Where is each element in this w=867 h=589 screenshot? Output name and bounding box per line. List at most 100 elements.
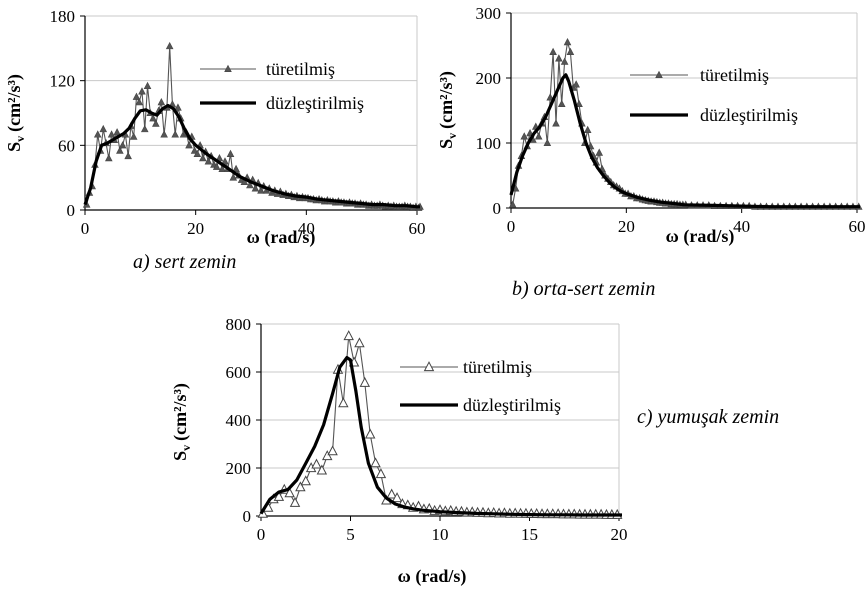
legend-label: düzleştirilmiş <box>700 105 798 125</box>
data-point <box>583 125 592 133</box>
data-point <box>104 154 113 162</box>
data-point <box>124 151 132 160</box>
data-point <box>160 130 168 138</box>
y-tick-label: 600 <box>226 363 252 382</box>
data-point <box>595 148 604 156</box>
data-point <box>93 130 102 138</box>
series-line-turetilmis <box>262 335 618 516</box>
series-line-duzlestirilmis <box>259 356 622 517</box>
y-tick-label: 800 <box>226 315 252 334</box>
y-tick-label: 200 <box>226 459 252 478</box>
data-point <box>246 180 254 189</box>
series-line-turetilmis <box>512 41 859 208</box>
data-point <box>300 475 311 486</box>
y-tick-label: 0 <box>67 201 76 220</box>
y-tick-label: 300 <box>476 4 502 23</box>
data-point <box>135 97 144 106</box>
data-point <box>575 99 583 107</box>
x-tick-label: 20 <box>611 525 628 544</box>
legend-label: türetilmiş <box>463 357 532 377</box>
data-point <box>107 130 116 138</box>
data-point <box>560 57 569 65</box>
legend-label: türetilmiş <box>700 65 769 85</box>
data-point <box>386 488 397 499</box>
x-tick-label: 0 <box>507 217 516 236</box>
data-point <box>316 464 328 475</box>
x-tick-label: 20 <box>187 219 204 238</box>
x-axis-label: ω (rad/s) <box>666 226 735 247</box>
x-tick-label: 20 <box>618 217 635 236</box>
legend-marker <box>423 361 435 372</box>
data-point <box>240 177 249 185</box>
data-point <box>165 41 174 50</box>
data-point <box>273 490 285 501</box>
y-axis-label: Sv(cm²/s³) <box>170 383 193 461</box>
data-point <box>118 141 127 149</box>
data-point <box>226 149 235 157</box>
y-tick-label: 180 <box>50 7 76 26</box>
data-point <box>391 492 403 503</box>
data-point <box>193 149 202 157</box>
y-tick-label: 400 <box>226 411 252 430</box>
data-point <box>520 132 529 140</box>
data-point <box>354 337 365 348</box>
data-point <box>295 481 306 492</box>
y-tick-label: 100 <box>476 134 502 153</box>
legend-label: düzleştirilmiş <box>266 93 364 113</box>
data-point <box>229 173 238 181</box>
chart-caption: c) yumuşak zemin <box>637 406 779 428</box>
y-axis-label: Sv(cm²/s³) <box>4 74 27 152</box>
data-point <box>322 450 333 461</box>
data-point <box>152 119 160 127</box>
x-tick-label: 0 <box>81 219 90 238</box>
data-point <box>549 47 557 56</box>
data-point <box>174 103 182 111</box>
legend-label: düzleştirilmiş <box>463 395 561 415</box>
y-tick-label: 0 <box>243 507 252 526</box>
data-point <box>546 93 555 101</box>
data-point <box>572 80 580 88</box>
x-tick-label: 10 <box>432 525 449 544</box>
chart-a-sert-zemin: 0 20 40 60 0 60 120 180 ω (rad/s) Sv(cm²/s³) türet… <box>4 7 426 273</box>
legend-label: türetilmiş <box>266 59 335 79</box>
data-point <box>552 119 560 127</box>
data-point <box>327 445 338 456</box>
data-point <box>364 428 376 439</box>
data-point <box>338 397 349 408</box>
y-tick-label: 60 <box>58 136 75 155</box>
data-point <box>212 162 221 170</box>
data-point <box>185 141 193 149</box>
legend-marker <box>224 64 232 72</box>
y-tick-label: 0 <box>493 199 502 218</box>
data-point <box>129 132 138 140</box>
data-point <box>311 458 322 469</box>
data-point <box>149 114 157 122</box>
x-axis-label: ω (rad/s) <box>247 227 316 248</box>
x-tick-label: 15 <box>521 525 538 544</box>
data-point <box>543 138 552 146</box>
legend-marker <box>655 70 663 78</box>
series-line-duzlestirilmis <box>83 103 420 209</box>
data-point <box>116 146 124 154</box>
chart-caption: b) orta-sert zemin <box>512 278 655 300</box>
series-line-duzlestirilmis <box>509 73 860 209</box>
data-point <box>143 81 152 90</box>
y-axis-label: Sv(cm²/s³) <box>436 71 459 149</box>
x-tick-label: 5 <box>346 525 355 544</box>
data-point <box>343 330 354 341</box>
data-point <box>563 38 572 46</box>
x-axis-label: ω (rad/s) <box>398 566 467 587</box>
data-point <box>138 87 146 95</box>
data-point <box>289 496 301 507</box>
y-tick-label: 120 <box>50 72 76 91</box>
data-point <box>221 157 229 165</box>
y-tick-label: 200 <box>476 69 502 88</box>
data-point <box>566 47 575 56</box>
data-point <box>171 130 179 138</box>
data-point <box>375 468 387 479</box>
data-point <box>284 487 295 498</box>
data-point <box>251 184 260 192</box>
data-point <box>132 92 141 100</box>
